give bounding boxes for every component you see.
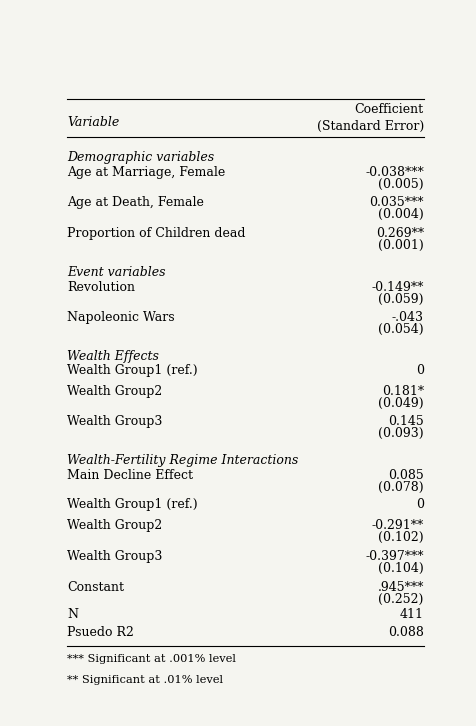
Text: .945***: .945*** bbox=[377, 581, 423, 594]
Text: Age at Marriage, Female: Age at Marriage, Female bbox=[67, 166, 225, 179]
Text: Variable: Variable bbox=[67, 116, 119, 129]
Text: Main Decline Effect: Main Decline Effect bbox=[67, 469, 193, 482]
Text: 411: 411 bbox=[399, 608, 423, 621]
Text: (0.078): (0.078) bbox=[377, 481, 423, 494]
Text: Wealth Group1 (ref.): Wealth Group1 (ref.) bbox=[67, 364, 197, 377]
Text: (0.093): (0.093) bbox=[377, 428, 423, 441]
Text: *** Significant at .001% level: *** Significant at .001% level bbox=[67, 654, 236, 664]
Text: (0.001): (0.001) bbox=[377, 239, 423, 252]
Text: (0.252): (0.252) bbox=[377, 592, 423, 605]
Text: 0.088: 0.088 bbox=[387, 626, 423, 639]
Text: (0.049): (0.049) bbox=[377, 396, 423, 409]
Text: 0.269**: 0.269** bbox=[375, 227, 423, 240]
Text: 0.181*: 0.181* bbox=[381, 385, 423, 398]
Text: Wealth Group2: Wealth Group2 bbox=[67, 519, 162, 532]
Text: Psuedo R2: Psuedo R2 bbox=[67, 626, 134, 639]
Text: 0.035***: 0.035*** bbox=[368, 196, 423, 209]
Text: Proportion of Children dead: Proportion of Children dead bbox=[67, 227, 245, 240]
Text: 0.145: 0.145 bbox=[387, 415, 423, 428]
Text: Wealth Effects: Wealth Effects bbox=[67, 350, 159, 363]
Text: (0.054): (0.054) bbox=[377, 323, 423, 336]
Text: (0.102): (0.102) bbox=[377, 531, 423, 544]
Text: -0.149**: -0.149** bbox=[371, 281, 423, 294]
Text: Wealth Group2: Wealth Group2 bbox=[67, 385, 162, 398]
Text: 0: 0 bbox=[415, 364, 423, 377]
Text: 0.085: 0.085 bbox=[387, 469, 423, 482]
Text: -0.038***: -0.038*** bbox=[364, 166, 423, 179]
Text: (0.004): (0.004) bbox=[377, 208, 423, 221]
Text: (0.005): (0.005) bbox=[377, 178, 423, 191]
Text: Revolution: Revolution bbox=[67, 281, 135, 294]
Text: ** Significant at .01% level: ** Significant at .01% level bbox=[67, 675, 223, 685]
Text: Wealth Group3: Wealth Group3 bbox=[67, 415, 162, 428]
Text: Event variables: Event variables bbox=[67, 266, 165, 279]
Text: Wealth-Fertility Regime Interactions: Wealth-Fertility Regime Interactions bbox=[67, 454, 298, 468]
Text: (0.059): (0.059) bbox=[377, 293, 423, 306]
Text: Constant: Constant bbox=[67, 581, 124, 594]
Text: -0.291**: -0.291** bbox=[371, 519, 423, 532]
Text: 0: 0 bbox=[415, 498, 423, 511]
Text: Age at Death, Female: Age at Death, Female bbox=[67, 196, 203, 209]
Text: Napoleonic Wars: Napoleonic Wars bbox=[67, 311, 174, 325]
Text: Demographic variables: Demographic variables bbox=[67, 151, 214, 164]
Text: -.043: -.043 bbox=[391, 311, 423, 325]
Text: Coefficient
(Standard Error): Coefficient (Standard Error) bbox=[316, 103, 423, 134]
Text: -0.397***: -0.397*** bbox=[365, 550, 423, 563]
Text: Wealth Group1 (ref.): Wealth Group1 (ref.) bbox=[67, 498, 197, 511]
Text: (0.104): (0.104) bbox=[377, 562, 423, 575]
Text: N: N bbox=[67, 608, 78, 621]
Text: Wealth Group3: Wealth Group3 bbox=[67, 550, 162, 563]
